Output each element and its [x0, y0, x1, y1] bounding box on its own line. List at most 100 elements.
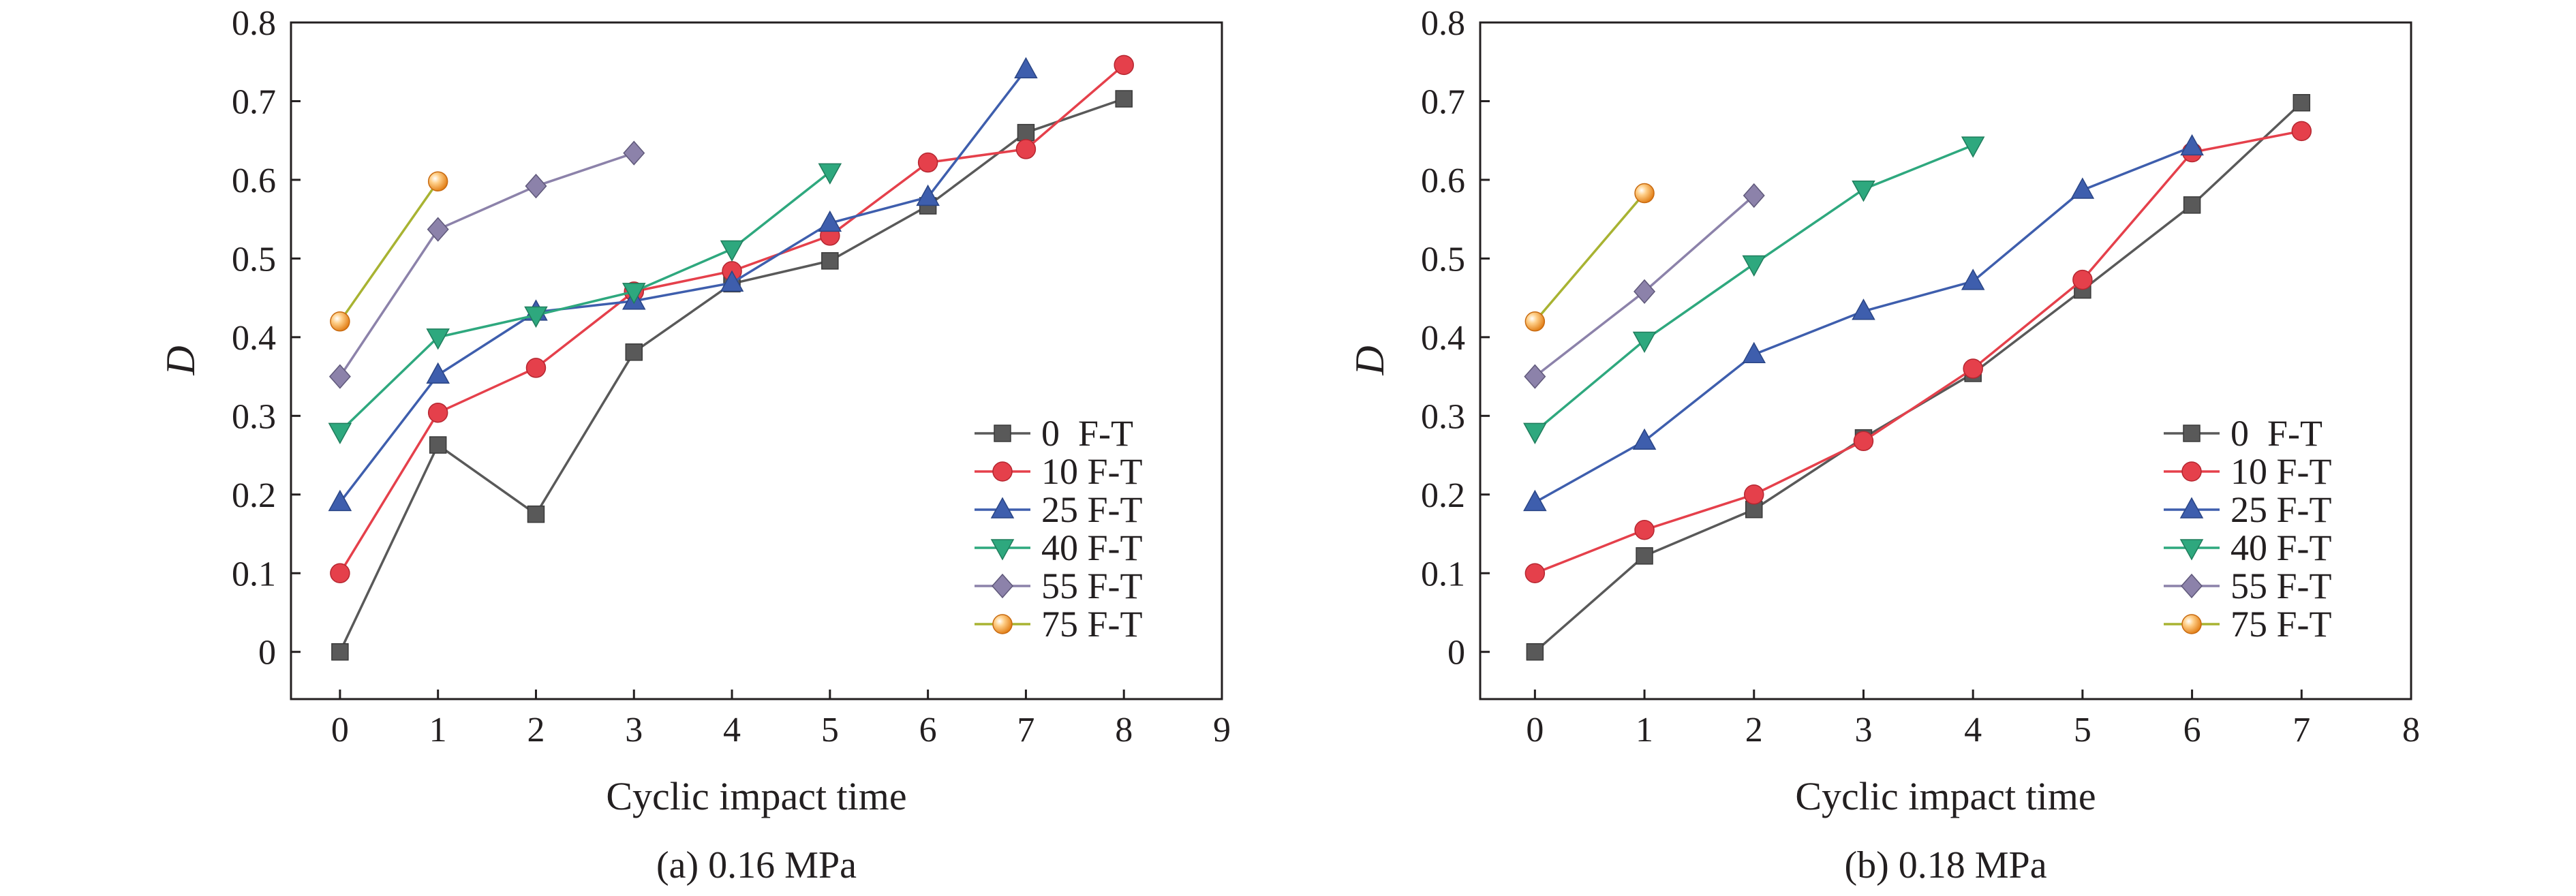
- chart-a-x-tick-label: 0: [331, 711, 349, 750]
- chart-b-legend-marker-10-f-t: [2181, 461, 2202, 482]
- chart-b-x-tick-label: 0: [1526, 711, 1544, 750]
- chart-a-data-point-10-f-t: [1114, 55, 1134, 76]
- chart-b-y-tick-label: 0.6: [1421, 161, 1465, 200]
- chart-a-data-point-10-f-t: [1015, 139, 1037, 159]
- chart-a-series-line-40-f-t: [339, 171, 831, 433]
- chart-a-y-tick-label: 0.6: [232, 161, 276, 200]
- chart-b-data-point-40-f-t: [1742, 255, 1766, 277]
- chart-b-legend-marker-75-f-t: [2181, 614, 2202, 634]
- chart-b-data-point-75-f-t: [1634, 183, 1655, 204]
- chart-a-data-point-40-f-t: [818, 163, 842, 185]
- chart-b-data-point-25-f-t: [1852, 298, 1875, 320]
- chart-b-y-tick-label: 0.8: [1421, 4, 1465, 43]
- chart-a-data-point-40-f-t: [328, 422, 352, 444]
- chart-a-series-40-f-t: [328, 163, 842, 444]
- chart-a-data-point-10-f-t: [427, 402, 448, 423]
- chart-b-data-point-10-f-t: [1634, 520, 1655, 540]
- chart-a-x-tick-label: 6: [919, 711, 937, 750]
- chart-a-y-axis-title: D: [158, 345, 203, 375]
- chart-b-data-point-40-f-t: [1852, 181, 1875, 202]
- chart-a-legend: 0 F-T10 F-T25 F-T40 F-T55 F-T75 F-T: [975, 413, 1143, 645]
- chart-b-x-tick-label: 4: [1964, 711, 1982, 750]
- chart-a-data-point-10-f-t: [917, 152, 938, 173]
- chart-a-x-tick-label: 9: [1213, 711, 1231, 750]
- chart-b-series-75-f-t: [1524, 183, 1655, 332]
- chart-a-x-tick-label: 3: [625, 711, 643, 750]
- chart-a-series-line-75-f-t: [339, 181, 440, 322]
- chart-b-y-tick-label: 0.5: [1421, 240, 1465, 279]
- chart-a-y-tick-label: 0.3: [232, 397, 276, 436]
- chart-a-y-tick-label: 0.2: [232, 476, 276, 515]
- chart-a-data-point-0-f-t: [625, 343, 643, 361]
- chart-a-data-point-25-f-t: [426, 362, 450, 384]
- chart-a-0-16-mpa: 0 1 2 3 4 5 6 7 8 9 0 0.1 0.2 0.3 0.4 0.5 0.6 0.7 0.8 0 F-T…: [158, 4, 1231, 886]
- chart-a-series-line-0-f-t: [339, 97, 1124, 653]
- chart-a-legend-label-55-f-t: 55 F-T: [1041, 566, 1143, 606]
- chart-a-data-point-55-f-t: [525, 174, 547, 199]
- chart-a-legend-label-75-f-t: 75 F-T: [1041, 604, 1143, 645]
- chart-a-series-25-f-t: [328, 57, 1038, 512]
- chart-b-data-point-40-f-t: [1632, 331, 1657, 354]
- chart-a-x-axis-title: Cyclic impact time: [606, 774, 906, 818]
- chart-a-legend-marker-55-f-t: [991, 573, 1014, 599]
- chart-b-data-point-10-f-t: [2072, 269, 2093, 290]
- chart-a-plot-frame: [290, 21, 1223, 700]
- chart-b-y-tick-label: 0.2: [1421, 476, 1465, 515]
- chart-b-y-tick-label: 0.1: [1421, 555, 1465, 593]
- chart-b-y-tick-label: 0: [1447, 634, 1465, 673]
- chart-a-data-point-75-f-t: [427, 171, 448, 191]
- chart-b-legend-label-55-f-t: 55 F-T: [2230, 566, 2332, 606]
- chart-a-series-line-55-f-t: [339, 152, 634, 377]
- chart-b-data-point-10-f-t: [1853, 431, 1874, 452]
- chart-b-x-tick-label: 7: [2293, 711, 2310, 750]
- chart-a-series-55-f-t: [328, 140, 645, 389]
- chart-a-x-tick-label: 4: [723, 711, 741, 750]
- chart-b-legend-label-40-f-t: 40 F-T: [2230, 527, 2332, 568]
- chart-b-legend: 0 F-T10 F-T25 F-T40 F-T55 F-T75 F-T: [2164, 413, 2332, 645]
- chart-b-data-point-25-f-t: [2180, 134, 2204, 156]
- chart-a-y-tick-label: 0: [258, 634, 276, 673]
- chart-a-legend-marker-40-f-t: [990, 539, 1015, 561]
- chart-b-y-tick-label: 0.7: [1421, 82, 1465, 121]
- chart-b-data-point-10-f-t: [1744, 484, 1764, 505]
- chart-a-data-point-40-f-t: [524, 306, 548, 328]
- chart-a-legend-marker-75-f-t: [992, 614, 1013, 634]
- chart-a-y-tick-label: 0.7: [232, 82, 276, 121]
- chart-b-data-point-10-f-t: [1524, 563, 1546, 584]
- chart-a-y-tick-label: 0.4: [232, 319, 276, 358]
- chart-a-legend-label-10-f-t: 10 F-T: [1041, 451, 1143, 492]
- chart-a-data-point-10-f-t: [330, 563, 350, 584]
- chart-b-data-point-0-f-t: [2293, 94, 2311, 112]
- chart-a-data-point-25-f-t: [328, 489, 352, 512]
- chart-b-series-55-f-t: [1524, 183, 1765, 389]
- chart-b-x-tick-label: 6: [2183, 711, 2201, 750]
- chart-a-x-tick-label: 5: [821, 711, 839, 750]
- chart-a-x-tick-label: 1: [429, 711, 447, 750]
- chart-b-data-point-25-f-t: [2070, 177, 2095, 199]
- chart-b-data-point-0-f-t: [1636, 547, 1653, 565]
- chart-b-legend-marker-55-f-t: [2180, 573, 2203, 599]
- chart-b-data-point-0-f-t: [2183, 196, 2201, 214]
- chart-b-y-axis-title: D: [1347, 345, 1392, 375]
- chart-b-series-line-10-f-t: [1534, 129, 2302, 574]
- chart-b-data-point-25-f-t: [1523, 489, 1547, 512]
- chart-a-data-point-10-f-t: [525, 358, 547, 378]
- chart-b-series-line-75-f-t: [1534, 192, 1646, 322]
- chart-b-legend-label-25-f-t: 25 F-T: [2230, 489, 2332, 530]
- chart-b-data-point-25-f-t: [1742, 341, 1766, 364]
- chart-b-y-tick-label: 0.4: [1421, 319, 1465, 358]
- chart-b-0-18-mpa: 0 1 2 3 4 5 6 7 8 0 0.1 0.2 0.3 0.4 0.5 0.6 0.7 0.8 0 F-T1…: [1347, 4, 2420, 886]
- chart-b-plot-frame: [1479, 21, 2412, 700]
- chart-b-data-point-10-f-t: [1963, 358, 1983, 379]
- chart-b-caption: (b) 0.18 MPa: [1844, 844, 2046, 886]
- chart-a-series-10-f-t: [330, 55, 1134, 584]
- chart-b-series-25-f-t: [1523, 134, 2204, 512]
- chart-a-data-point-0-f-t: [429, 436, 447, 454]
- chart-a-caption: (a) 0.16 MPa: [656, 844, 857, 886]
- chart-a-series-0-f-t: [331, 90, 1133, 661]
- chart-b-series-40-f-t: [1523, 136, 1985, 444]
- chart-b-x-tick-label: 8: [2402, 711, 2420, 750]
- chart-a-legend-label-0-f-t: 0 F-T: [1041, 413, 1133, 454]
- chart-a-legend-marker-10-f-t: [992, 461, 1013, 482]
- chart-b-data-point-55-f-t: [1634, 279, 1656, 305]
